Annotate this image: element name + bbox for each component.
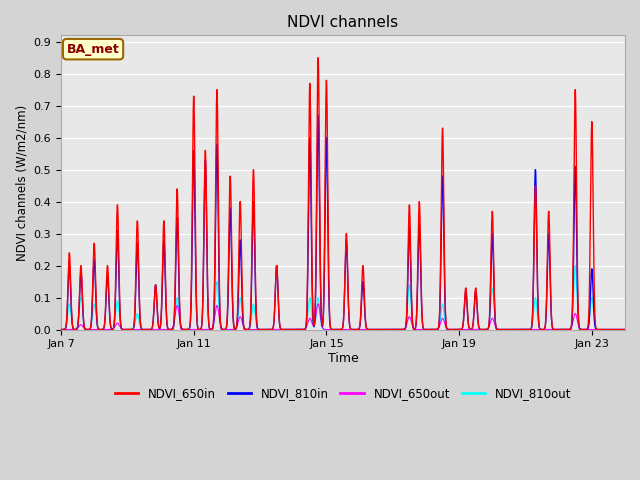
Text: BA_met: BA_met [67,43,120,56]
NDVI_650out [424,326,432,332]
NDVI_810in [396,326,403,332]
NDVI_810in [424,326,432,332]
NDVI_650out [57,326,65,332]
NDVI_810in [314,112,322,118]
NDVI_650in [478,326,486,332]
NDVI_810out [621,326,629,332]
NDVI_810in [478,326,486,332]
Line: NDVI_650in: NDVI_650in [61,58,625,329]
NDVI_650in [521,326,529,332]
NDVI_810out [360,326,367,332]
NDVI_650in [159,223,167,228]
NDVI_650out [159,326,167,332]
NDVI_650in [424,326,432,332]
NDVI_810out [424,326,432,332]
NDVI_650in [621,326,629,332]
Line: NDVI_810in: NDVI_810in [61,115,625,329]
Legend: NDVI_650in, NDVI_810in, NDVI_650out, NDVI_810out: NDVI_650in, NDVI_810in, NDVI_650out, NDV… [110,383,576,405]
NDVI_810out [159,326,167,332]
NDVI_650out [273,326,280,332]
NDVI_810out [478,326,486,332]
NDVI_650in [57,326,65,332]
NDVI_810out [57,326,65,332]
Line: NDVI_650out: NDVI_650out [61,304,625,329]
NDVI_810in [273,263,280,269]
NDVI_650out [314,301,322,307]
NDVI_650in [273,263,280,269]
NDVI_810in [621,326,629,332]
Title: NDVI channels: NDVI channels [287,15,399,30]
NDVI_810in [159,241,167,247]
NDVI_650out [478,326,486,332]
NDVI_650in [396,326,403,332]
NDVI_810out [273,326,280,332]
NDVI_810out [396,326,403,332]
NDVI_810out [521,326,529,332]
Y-axis label: NDVI channels (W/m2/nm): NDVI channels (W/m2/nm) [15,104,28,261]
NDVI_650in [314,55,322,60]
NDVI_810in [57,326,65,332]
NDVI_810in [521,326,529,332]
NDVI_650out [521,326,529,332]
X-axis label: Time: Time [328,352,358,365]
NDVI_810out [572,263,579,268]
Line: NDVI_810out: NDVI_810out [61,265,625,329]
NDVI_650out [396,326,403,332]
NDVI_650out [621,326,629,332]
